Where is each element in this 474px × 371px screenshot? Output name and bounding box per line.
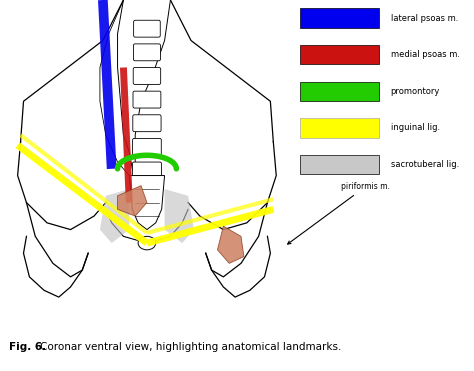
Text: inguinal lig.: inguinal lig. [391,124,440,132]
Text: Fig. 6.: Fig. 6. [9,342,46,352]
Text: piriformis m.: piriformis m. [288,182,390,244]
FancyBboxPatch shape [300,45,379,65]
Polygon shape [164,189,194,243]
Text: sacrotuberal lig.: sacrotuberal lig. [391,160,459,169]
Text: medial psoas m.: medial psoas m. [391,50,460,59]
FancyBboxPatch shape [133,115,161,132]
FancyBboxPatch shape [133,68,161,84]
FancyBboxPatch shape [300,155,379,174]
FancyBboxPatch shape [133,138,161,155]
Polygon shape [218,226,244,263]
Ellipse shape [138,236,156,250]
Text: promontory: promontory [391,87,440,96]
FancyBboxPatch shape [132,162,162,179]
Text: Coronar ventral view, highlighting anatomical landmarks.: Coronar ventral view, highlighting anato… [40,342,341,352]
FancyBboxPatch shape [133,91,161,108]
FancyBboxPatch shape [133,44,161,61]
Text: lateral psoas m.: lateral psoas m. [391,14,458,23]
FancyBboxPatch shape [134,20,160,37]
Polygon shape [118,186,147,216]
Polygon shape [129,175,164,230]
FancyBboxPatch shape [300,82,379,101]
FancyBboxPatch shape [300,9,379,28]
Polygon shape [100,189,129,243]
FancyBboxPatch shape [300,118,379,138]
